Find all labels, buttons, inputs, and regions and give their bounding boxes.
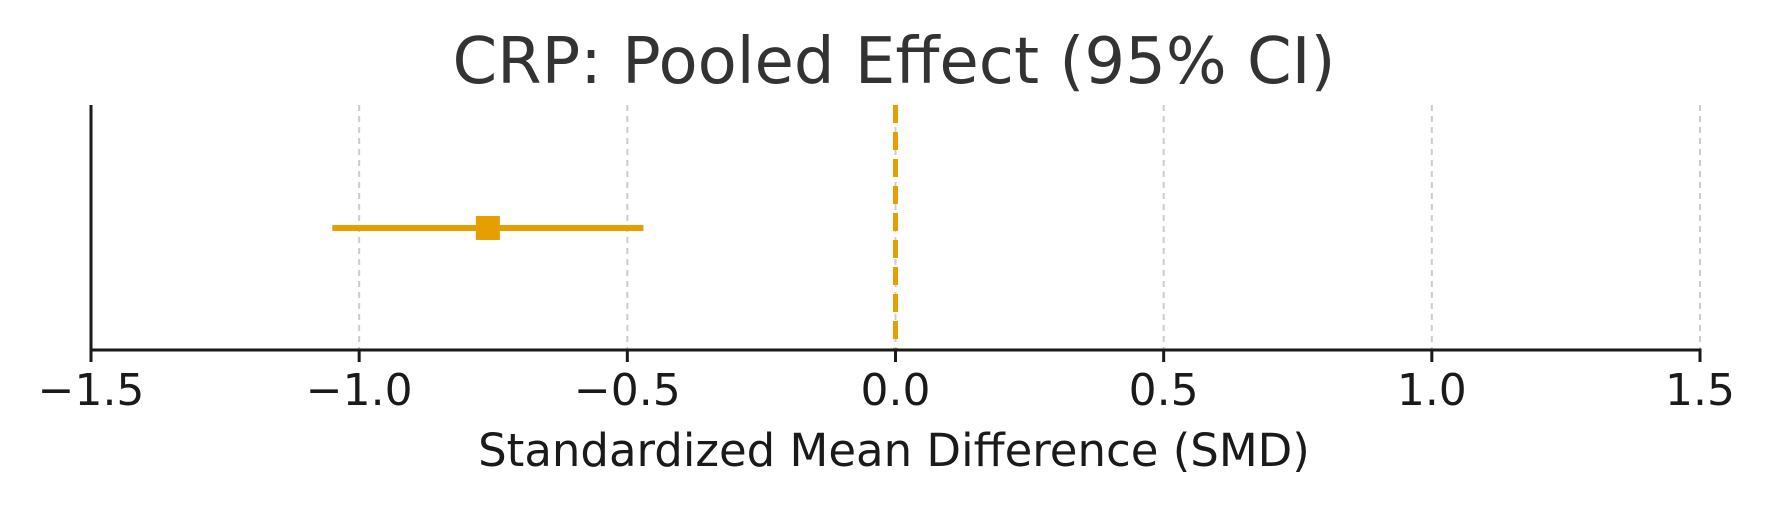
- point-estimate-marker: [475, 216, 500, 240]
- x-tick-label: −1.0: [306, 365, 413, 416]
- x-tick-label: −0.5: [574, 365, 681, 416]
- x-tick-label: 0.0: [861, 365, 931, 416]
- x-axis-label: Standardized Mean Difference (SMD): [478, 424, 1310, 477]
- x-tick-label: −1.5: [38, 365, 145, 416]
- x-tick-label: 0.5: [1129, 365, 1199, 416]
- x-ticks: −1.5 −1.0 −0.5 0.0 0.5 1.0 1.5: [38, 350, 1735, 416]
- effect-marks: [332, 216, 644, 240]
- x-tick-label: 1.5: [1665, 365, 1735, 416]
- chart-title: CRP: Pooled Effect (95% CI): [452, 25, 1335, 99]
- x-tick-label: 1.0: [1397, 365, 1467, 416]
